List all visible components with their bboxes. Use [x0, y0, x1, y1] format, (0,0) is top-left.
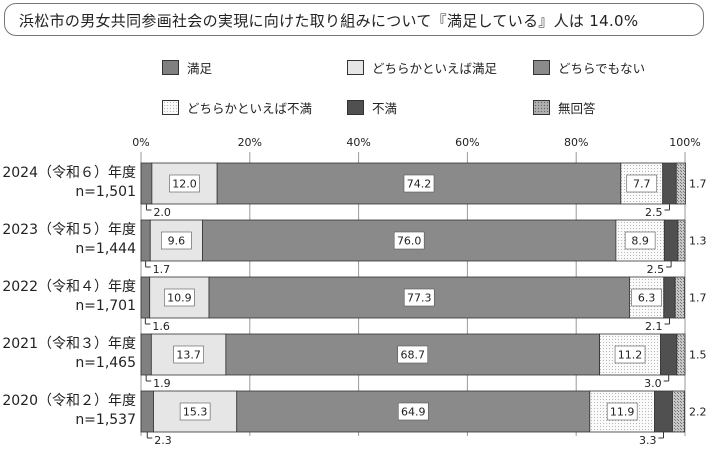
- legend-item: 無回答: [533, 98, 596, 116]
- legend-item: どちらかといえば不満: [162, 98, 312, 116]
- bar-segment: [663, 219, 679, 262]
- x-tick-label: 20%: [238, 136, 262, 149]
- category-label: 2020（令和２）年度: [2, 393, 136, 409]
- legend-item: どちらかといえば満足: [347, 58, 497, 76]
- bar-segment: [677, 219, 686, 262]
- value-label: 2.3: [154, 434, 172, 447]
- legend-label: どちらでもない: [558, 60, 646, 76]
- legend-label: どちらかといえば不満: [187, 100, 313, 116]
- value-label-box: [403, 174, 435, 193]
- value-label: 13.7: [176, 349, 201, 362]
- value-label: 6.3: [638, 292, 656, 305]
- value-label-box: [606, 402, 638, 421]
- value-label-box: [179, 402, 211, 421]
- bar-segment: [654, 390, 673, 433]
- value-label-box: [397, 402, 429, 421]
- legend-swatch: [162, 99, 179, 115]
- value-label-box: [169, 174, 200, 193]
- bar-segment: [660, 333, 678, 376]
- value-label: 3.0: [644, 377, 662, 390]
- value-label-box: [161, 231, 192, 250]
- value-label: 7.7: [633, 178, 651, 191]
- value-label-box: [403, 288, 435, 307]
- value-label: 77.3: [407, 292, 432, 305]
- value-label: 1.7: [689, 178, 707, 191]
- chart-title: 浜松市の男女共同参画社会の実現に向けた取り組みについて『満足している』人は 14…: [19, 12, 639, 30]
- value-label-box: [397, 345, 429, 364]
- bar-segment: [140, 390, 154, 433]
- category-n-label: n=1,537: [75, 412, 136, 428]
- value-label: 1.5: [689, 349, 707, 362]
- value-label-box: [624, 231, 656, 250]
- value-label-box: [626, 174, 658, 193]
- value-label: 2.5: [647, 263, 665, 276]
- category-label: 2024（令和６）年度: [2, 165, 136, 181]
- value-label: 1.7: [153, 263, 171, 276]
- value-label: 3.3: [639, 434, 657, 447]
- legend-swatch: [162, 59, 179, 75]
- value-label: 76.0: [397, 235, 422, 248]
- x-tick-label: 40%: [346, 136, 370, 149]
- bar-segment: [140, 276, 151, 319]
- bar-segment: [140, 219, 151, 262]
- value-label-box: [164, 288, 195, 307]
- value-label: 1.6: [152, 320, 170, 333]
- bar-segment: [674, 276, 685, 319]
- legend-swatch: [533, 99, 550, 115]
- title-box: 浜松市の男女共同参画社会の実現に向けた取り組みについて『満足している』人は 14…: [4, 3, 704, 36]
- x-tick-label: 0%: [132, 136, 149, 149]
- category-label: 2021（令和３）年度: [2, 336, 136, 352]
- value-label: 9.6: [168, 235, 186, 248]
- legend-label: 満足: [187, 60, 213, 76]
- value-label: 1.7: [689, 292, 707, 305]
- x-tick-label: 100%: [669, 136, 700, 149]
- value-label: 12.0: [172, 178, 197, 191]
- bar-segment: [663, 276, 676, 319]
- value-label-box: [173, 345, 204, 364]
- value-label: 2.1: [645, 320, 663, 333]
- value-label: 11.2: [618, 349, 643, 362]
- value-label: 11.9: [610, 406, 635, 419]
- category-label: 2022（令和４）年度: [2, 279, 136, 295]
- bar-segment: [140, 333, 152, 376]
- value-label: 68.7: [400, 349, 425, 362]
- value-label: 64.9: [401, 406, 426, 419]
- legend-label: 不満: [372, 100, 398, 116]
- x-tick-label: 60%: [455, 136, 479, 149]
- value-label-box: [393, 231, 425, 250]
- value-label: 1.9: [153, 377, 171, 390]
- legend-item: 満足: [162, 58, 212, 76]
- category-n-label: n=1,444: [75, 241, 136, 257]
- bar-segment: [676, 333, 686, 376]
- bar-segment: [140, 162, 153, 205]
- value-label: 2.0: [153, 206, 171, 219]
- value-label: 10.9: [167, 292, 192, 305]
- legend-swatch: [347, 59, 364, 75]
- value-label: 8.9: [631, 235, 649, 248]
- legend-swatch: [347, 99, 364, 115]
- legend-label: どちらかといえば満足: [372, 60, 498, 76]
- legend-item: どちらでもない: [533, 58, 645, 76]
- value-label-box: [631, 288, 662, 307]
- legend-label: 無回答: [558, 100, 596, 116]
- category-label: 2023（令和５）年度: [2, 222, 136, 238]
- legend-swatch: [533, 59, 550, 75]
- category-n-label: n=1,465: [75, 355, 136, 371]
- bar-segment: [672, 390, 685, 433]
- category-n-label: n=1,501: [75, 184, 136, 200]
- value-label: 1.3: [689, 235, 707, 248]
- category-n-label: n=1,701: [75, 298, 136, 314]
- bar-segment: [675, 162, 686, 205]
- value-label: 2.2: [689, 406, 707, 419]
- bar-segment: [662, 162, 677, 205]
- value-label-box: [614, 345, 646, 364]
- value-label: 74.2: [407, 178, 432, 191]
- value-label: 2.5: [645, 206, 663, 219]
- legend-item: 不満: [347, 98, 397, 116]
- x-tick-label: 80%: [564, 136, 588, 149]
- value-label: 15.3: [183, 406, 208, 419]
